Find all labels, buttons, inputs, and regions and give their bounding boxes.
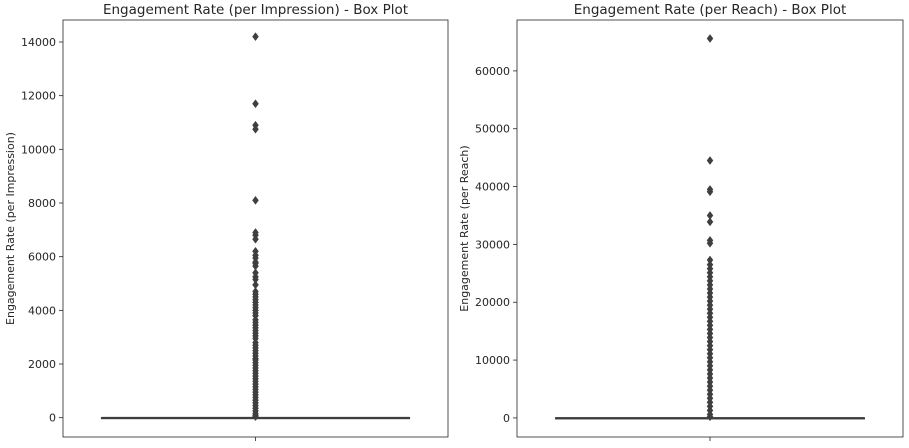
outlier-point — [252, 124, 259, 134]
outlier-point — [252, 195, 259, 205]
y-tick-label: 40000 — [475, 181, 510, 194]
plot-frame — [516, 19, 904, 438]
y-tick-label: 30000 — [475, 238, 510, 251]
y-tick-label: 10000 — [21, 143, 56, 156]
chart-title: Engagement Rate (per Impression) - Box P… — [103, 2, 408, 18]
y-tick-label: 20000 — [475, 296, 510, 309]
plot-frame — [62, 19, 449, 438]
y-tick-label: 2000 — [28, 358, 56, 371]
y-tick-label: 6000 — [28, 251, 56, 264]
chart-title: Engagement Rate (per Reach) - Box Plot — [574, 2, 847, 18]
impression-box-plot-panel: Engagement Rate (per Impression) - Box P… — [4, 2, 449, 441]
y-tick-label: 0 — [49, 412, 56, 425]
y-tick-label: 60000 — [475, 65, 510, 78]
outlier-point — [706, 217, 714, 227]
outlier-point — [706, 238, 714, 248]
y-tick-label: 8000 — [28, 197, 56, 210]
outlier-point — [706, 156, 714, 165]
outlier-point — [706, 187, 714, 197]
y-tick-label: 50000 — [475, 123, 510, 136]
reach-box-plot-panel: Engagement Rate (per Reach) - Box Plot En… — [458, 2, 904, 441]
y-axis-label: Engagement Rate (per Impression) — [4, 132, 17, 325]
y-tick-label: 0 — [503, 412, 510, 425]
outlier-point — [252, 234, 259, 244]
outlier-point — [252, 32, 259, 42]
outlier-point — [706, 412, 714, 422]
outlier-point — [252, 99, 259, 109]
outlier-point — [252, 412, 259, 422]
outlier-point — [706, 34, 714, 43]
y-axis-label: Engagement Rate (per Reach) — [458, 145, 471, 311]
y-tick-label: 12000 — [21, 90, 56, 103]
y-tick-label: 10000 — [475, 354, 510, 367]
y-tick-label: 14000 — [21, 36, 56, 49]
y-tick-label: 4000 — [28, 304, 56, 317]
